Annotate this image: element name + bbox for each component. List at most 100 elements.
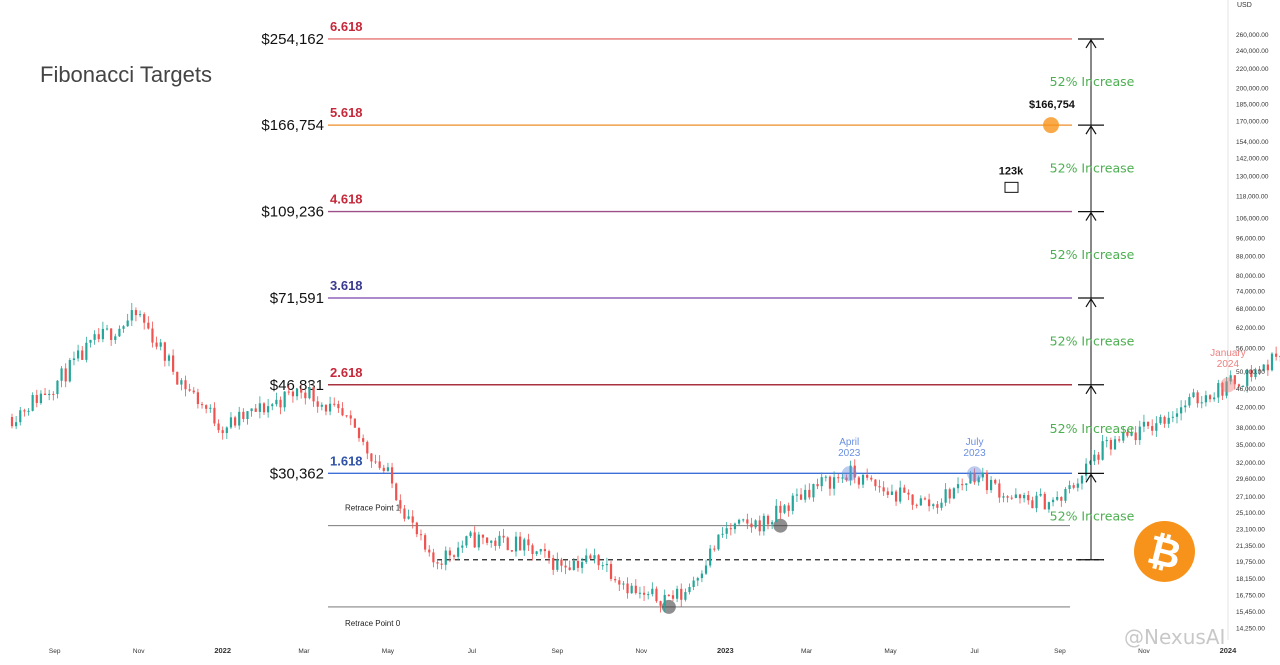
candle-body <box>543 549 547 552</box>
candle-body <box>134 310 138 316</box>
annotation-166k: $166,754 <box>1029 99 1076 111</box>
candle-body <box>1043 493 1046 510</box>
candle-body <box>481 534 485 538</box>
candle-body <box>568 567 571 570</box>
candle-body <box>564 565 567 568</box>
candle-body <box>523 539 526 551</box>
candle-body <box>973 473 976 483</box>
y-tick-label: 80,000.00 <box>1236 273 1265 280</box>
candle-body <box>176 371 179 385</box>
candle-body <box>915 504 918 506</box>
candle-body <box>795 494 799 496</box>
y-tick-label: 27,100.00 <box>1236 494 1265 501</box>
candle-body <box>969 473 972 484</box>
fib-ratio-label: 5.618 <box>330 105 363 120</box>
candle-body <box>395 483 398 501</box>
increase-label: 52% Increase <box>1050 421 1135 436</box>
candle-body <box>956 484 960 489</box>
candle-body <box>998 483 1001 498</box>
candle-body <box>258 403 261 412</box>
candle-body <box>651 588 654 595</box>
candle-body <box>440 563 443 565</box>
candle-body <box>878 486 881 488</box>
candle-body <box>1064 489 1067 501</box>
candle-body <box>622 583 625 585</box>
candle-body <box>180 380 183 385</box>
y-tick-label: 46,000.00 <box>1236 386 1265 393</box>
candle-body <box>832 477 836 489</box>
candle-body <box>874 479 877 487</box>
x-tick-label: Sep <box>49 648 61 655</box>
candle-body <box>1184 405 1187 408</box>
chart-title: Fibonacci Targets <box>40 62 213 87</box>
candle-body <box>510 550 513 552</box>
y-tick-label: 19,750.00 <box>1236 559 1265 566</box>
candle-body <box>1262 364 1265 371</box>
candle-body <box>370 453 373 462</box>
candle-body <box>593 555 596 559</box>
candle-body <box>477 534 480 548</box>
event-marker-label: April <box>839 437 859 448</box>
candle-body <box>614 578 617 581</box>
y-tick-label: 25,100.00 <box>1236 510 1265 517</box>
candle-body <box>366 441 369 454</box>
candle-body <box>709 548 712 566</box>
candle-body <box>242 411 245 420</box>
candle-body <box>246 411 249 420</box>
x-tick-label: Jul <box>970 648 979 655</box>
candle-body <box>64 368 67 382</box>
fib-price-label: $166,754 <box>261 117 324 134</box>
candle-body <box>1167 417 1170 424</box>
candle-body <box>746 519 749 524</box>
candle-body <box>1155 423 1158 431</box>
candle-body <box>725 528 728 534</box>
candle-body <box>1237 384 1241 387</box>
increase-arrowhead <box>1085 211 1097 221</box>
price-candles <box>10 302 1280 613</box>
candle-body <box>399 500 402 509</box>
candle-body <box>1270 353 1274 371</box>
candle-body <box>733 523 737 530</box>
candle-body <box>886 491 889 495</box>
fib-ratio-label: 6.618 <box>330 19 363 34</box>
candle-body <box>911 494 914 505</box>
time-axis: Sep Nov 2022 Mar May Jul Sep Nov 2023 Mar May Jul Se… <box>49 646 1237 655</box>
x-tick-label: 2023 <box>717 646 734 655</box>
candle-body <box>295 388 299 397</box>
candle-body <box>804 489 807 500</box>
candle-body <box>585 555 588 563</box>
increase-arrowhead <box>1085 297 1097 308</box>
candle-body <box>638 592 642 594</box>
candle-body <box>184 380 187 390</box>
candle-body <box>304 392 307 399</box>
candle-body <box>919 498 922 506</box>
candle-body <box>882 487 885 492</box>
candle-body <box>572 560 575 570</box>
candle-body <box>642 592 646 595</box>
candle-body <box>411 516 414 523</box>
annotation-123k: 123k <box>999 165 1024 177</box>
candle-body <box>10 416 14 427</box>
event-marker-label: 2024 <box>1217 359 1240 370</box>
x-tick-label: Mar <box>801 648 813 655</box>
candle-body <box>630 585 633 594</box>
candle-body <box>1204 395 1208 403</box>
candle-body <box>415 522 418 535</box>
candle-body <box>118 328 121 337</box>
candle-body <box>961 484 964 486</box>
y-tick-label: 118,000.00 <box>1236 193 1268 200</box>
candle-body <box>1163 416 1166 424</box>
candle-body <box>1221 383 1224 396</box>
candle-body <box>758 520 761 532</box>
candle-body <box>200 404 204 406</box>
candle-body <box>762 515 765 532</box>
candle-body <box>994 479 997 484</box>
fib-price-label: $30,362 <box>270 465 324 482</box>
candle-body <box>1109 440 1112 450</box>
candle-body <box>172 355 175 372</box>
event-marker-label: July <box>966 437 984 448</box>
candle-body <box>609 563 613 579</box>
candle-body <box>547 551 551 558</box>
candle-body <box>403 508 406 519</box>
candle-body <box>271 404 274 407</box>
